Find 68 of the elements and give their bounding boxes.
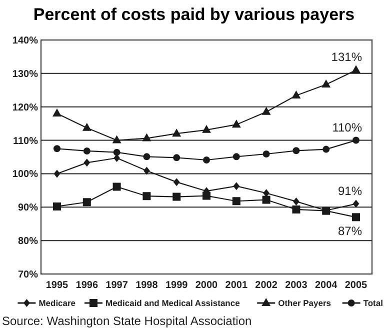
x-tick-label: 1997 xyxy=(106,280,128,291)
y-tick-label: 100% xyxy=(12,169,38,180)
point xyxy=(173,154,180,162)
x-tick-label: 1999 xyxy=(165,280,188,291)
x-tick-label: 2004 xyxy=(314,280,338,291)
y-tick-label: 140% xyxy=(12,36,38,46)
x-tick-label: 2003 xyxy=(285,280,308,291)
point xyxy=(52,108,62,117)
point xyxy=(112,135,122,144)
x-tick-label: 2001 xyxy=(225,280,248,291)
y-tick-label: 80% xyxy=(18,236,38,248)
annotation: 110% xyxy=(332,120,362,134)
point xyxy=(232,120,241,128)
point xyxy=(54,170,60,178)
y-tick-label: 110% xyxy=(12,136,38,147)
annotation: 131% xyxy=(331,50,362,64)
x-tick-label: 1995 xyxy=(46,280,69,291)
x-tick-label: 2002 xyxy=(255,280,278,291)
point xyxy=(352,200,360,208)
point xyxy=(53,202,61,210)
x-tick-label: 2005 xyxy=(344,280,368,291)
y-tick-label: 130% xyxy=(12,68,38,80)
point xyxy=(143,153,150,160)
point xyxy=(262,150,270,158)
point xyxy=(292,147,300,154)
legend-label: Total xyxy=(363,298,383,308)
point xyxy=(142,133,152,142)
x-tick-label: 1996 xyxy=(76,280,98,291)
point xyxy=(113,148,120,156)
y-tick-label: 120% xyxy=(12,102,38,114)
point xyxy=(203,156,210,164)
point xyxy=(322,146,330,153)
point xyxy=(202,124,211,133)
point xyxy=(173,178,180,186)
point xyxy=(262,106,271,115)
y-tick-label: 90% xyxy=(18,202,38,214)
legend-label: Medicare xyxy=(38,298,76,308)
point xyxy=(83,147,90,154)
point xyxy=(233,182,240,190)
point xyxy=(112,182,121,191)
point xyxy=(262,196,270,204)
point xyxy=(84,158,90,167)
legend-label: Other Payers xyxy=(278,298,332,308)
point xyxy=(142,192,151,200)
point xyxy=(292,90,301,98)
chart-title: Percent of costs paid by various payers xyxy=(33,5,355,24)
point xyxy=(54,145,60,152)
point xyxy=(144,166,150,175)
point xyxy=(322,79,331,88)
point xyxy=(202,192,210,200)
point xyxy=(293,197,300,206)
annotation: 91% xyxy=(338,184,362,198)
point xyxy=(352,136,360,144)
legend-label: Medicaid and Medical Assistance xyxy=(106,298,240,308)
x-tick-label: 2000 xyxy=(195,280,218,291)
y-tick-label: 70% xyxy=(18,270,38,280)
point xyxy=(352,213,360,222)
point xyxy=(232,197,240,206)
annotation: 87% xyxy=(338,224,362,238)
point xyxy=(172,128,182,137)
x-tick-label: 1998 xyxy=(136,280,158,291)
point xyxy=(232,153,240,160)
source-note: Source: Washington State Hospital Association xyxy=(2,314,252,328)
point xyxy=(292,205,300,214)
point xyxy=(172,192,181,201)
point xyxy=(352,65,360,74)
point xyxy=(82,198,91,206)
point xyxy=(82,122,92,131)
